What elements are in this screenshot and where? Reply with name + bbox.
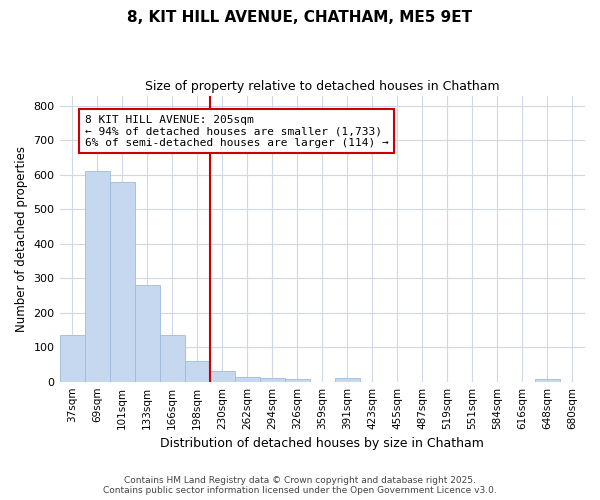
Bar — [59, 335, 85, 382]
Text: 8, KIT HILL AVENUE, CHATHAM, ME5 9ET: 8, KIT HILL AVENUE, CHATHAM, ME5 9ET — [127, 10, 473, 25]
Bar — [235, 376, 260, 382]
Bar — [110, 182, 134, 382]
Text: 8 KIT HILL AVENUE: 205sqm
← 94% of detached houses are smaller (1,733)
6% of sem: 8 KIT HILL AVENUE: 205sqm ← 94% of detac… — [85, 114, 388, 148]
Bar — [185, 361, 209, 382]
Bar — [335, 378, 360, 382]
X-axis label: Distribution of detached houses by size in Chatham: Distribution of detached houses by size … — [160, 437, 484, 450]
Title: Size of property relative to detached houses in Chatham: Size of property relative to detached ho… — [145, 80, 500, 93]
Bar — [134, 285, 160, 382]
Y-axis label: Number of detached properties: Number of detached properties — [15, 146, 28, 332]
Bar — [260, 378, 285, 382]
Bar — [285, 379, 310, 382]
Bar — [209, 372, 235, 382]
Text: Contains HM Land Registry data © Crown copyright and database right 2025.
Contai: Contains HM Land Registry data © Crown c… — [103, 476, 497, 495]
Bar — [160, 335, 185, 382]
Bar — [535, 379, 560, 382]
Bar — [85, 172, 110, 382]
